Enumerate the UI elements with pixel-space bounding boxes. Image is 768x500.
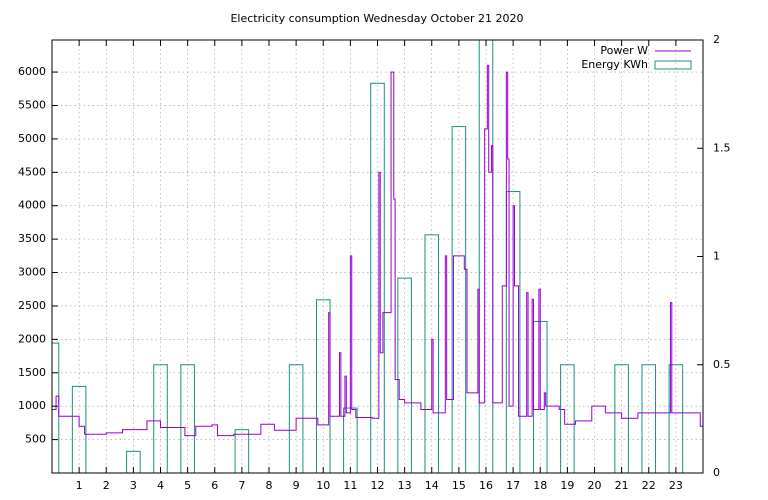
y-tick-label: 1000 xyxy=(18,399,46,412)
y2-tick-label: 2 xyxy=(713,33,720,46)
y2-tick-label: 1 xyxy=(713,250,720,263)
grid xyxy=(52,40,703,473)
y-tick-label: 2500 xyxy=(18,299,46,312)
energy-box xyxy=(560,364,575,473)
chart-title: Electricity consumption Wednesday Octobe… xyxy=(230,12,523,25)
x-tick-label: 2 xyxy=(103,479,110,492)
x-tick-label: 23 xyxy=(669,479,683,492)
energy-box xyxy=(126,450,141,473)
plot-area xyxy=(52,40,703,473)
x-tick-label: 22 xyxy=(642,479,656,492)
x-tick-label: 9 xyxy=(293,479,300,492)
energy-box xyxy=(180,364,195,473)
x-tick-label: 7 xyxy=(238,479,245,492)
energy-box xyxy=(234,429,250,473)
y-tick-label: 1500 xyxy=(18,366,46,379)
y-tick-label: 4000 xyxy=(18,199,46,212)
x-tick-label: 18 xyxy=(533,479,547,492)
x-tick-label: 5 xyxy=(184,479,191,492)
energy-box xyxy=(288,364,304,473)
x-tick-label: 15 xyxy=(452,479,466,492)
x-tick-label: 11 xyxy=(343,479,357,492)
x-tick-label: 10 xyxy=(316,479,330,492)
x-tick-label: 6 xyxy=(211,479,218,492)
legend-label: Power W xyxy=(600,44,648,57)
energy-box xyxy=(614,364,629,473)
y-tick-label: 2000 xyxy=(18,332,46,345)
x-tick-label: 4 xyxy=(157,479,164,492)
y-tick-label: 6000 xyxy=(18,65,46,78)
y-tick-label: 5500 xyxy=(18,98,46,111)
x-tick-label: 13 xyxy=(398,479,412,492)
x-tick-label: 16 xyxy=(479,479,493,492)
power-line xyxy=(52,64,703,437)
x-tick-label: 1 xyxy=(76,479,83,492)
legend-swatch xyxy=(654,60,692,70)
x-tick-label: 3 xyxy=(130,479,137,492)
energy-box xyxy=(153,364,168,473)
energy-box xyxy=(641,364,657,473)
y2-tick-label: 1.5 xyxy=(713,141,731,154)
x-tick-label: 20 xyxy=(588,479,602,492)
axes: 500 1000 1500 2000 2500 3000 3500 4000 4500 5000 5… xyxy=(18,33,731,492)
energy-box xyxy=(505,191,521,473)
y2-tick-label: 0 xyxy=(713,466,720,479)
x-tick-label: 19 xyxy=(560,479,574,492)
legend-label: Energy KWh xyxy=(581,58,648,71)
y-tick-label: 3000 xyxy=(18,266,46,279)
energy-box xyxy=(424,234,440,473)
y-tick-label: 4500 xyxy=(18,165,46,178)
x-tick-label: 12 xyxy=(371,479,385,492)
y-tick-label: 3500 xyxy=(18,232,46,245)
x-tick-label: 17 xyxy=(506,479,520,492)
x-tick-label: 21 xyxy=(615,479,629,492)
energy-box xyxy=(397,277,412,473)
y2-tick-label: 0.5 xyxy=(713,358,731,371)
x-tick-label: 14 xyxy=(425,479,439,492)
y-tick-label: 5000 xyxy=(18,132,46,145)
energy-box xyxy=(668,364,684,473)
x-tick-label: 8 xyxy=(266,479,273,492)
energy-box xyxy=(370,82,385,473)
y-tick-label: 500 xyxy=(25,433,46,446)
